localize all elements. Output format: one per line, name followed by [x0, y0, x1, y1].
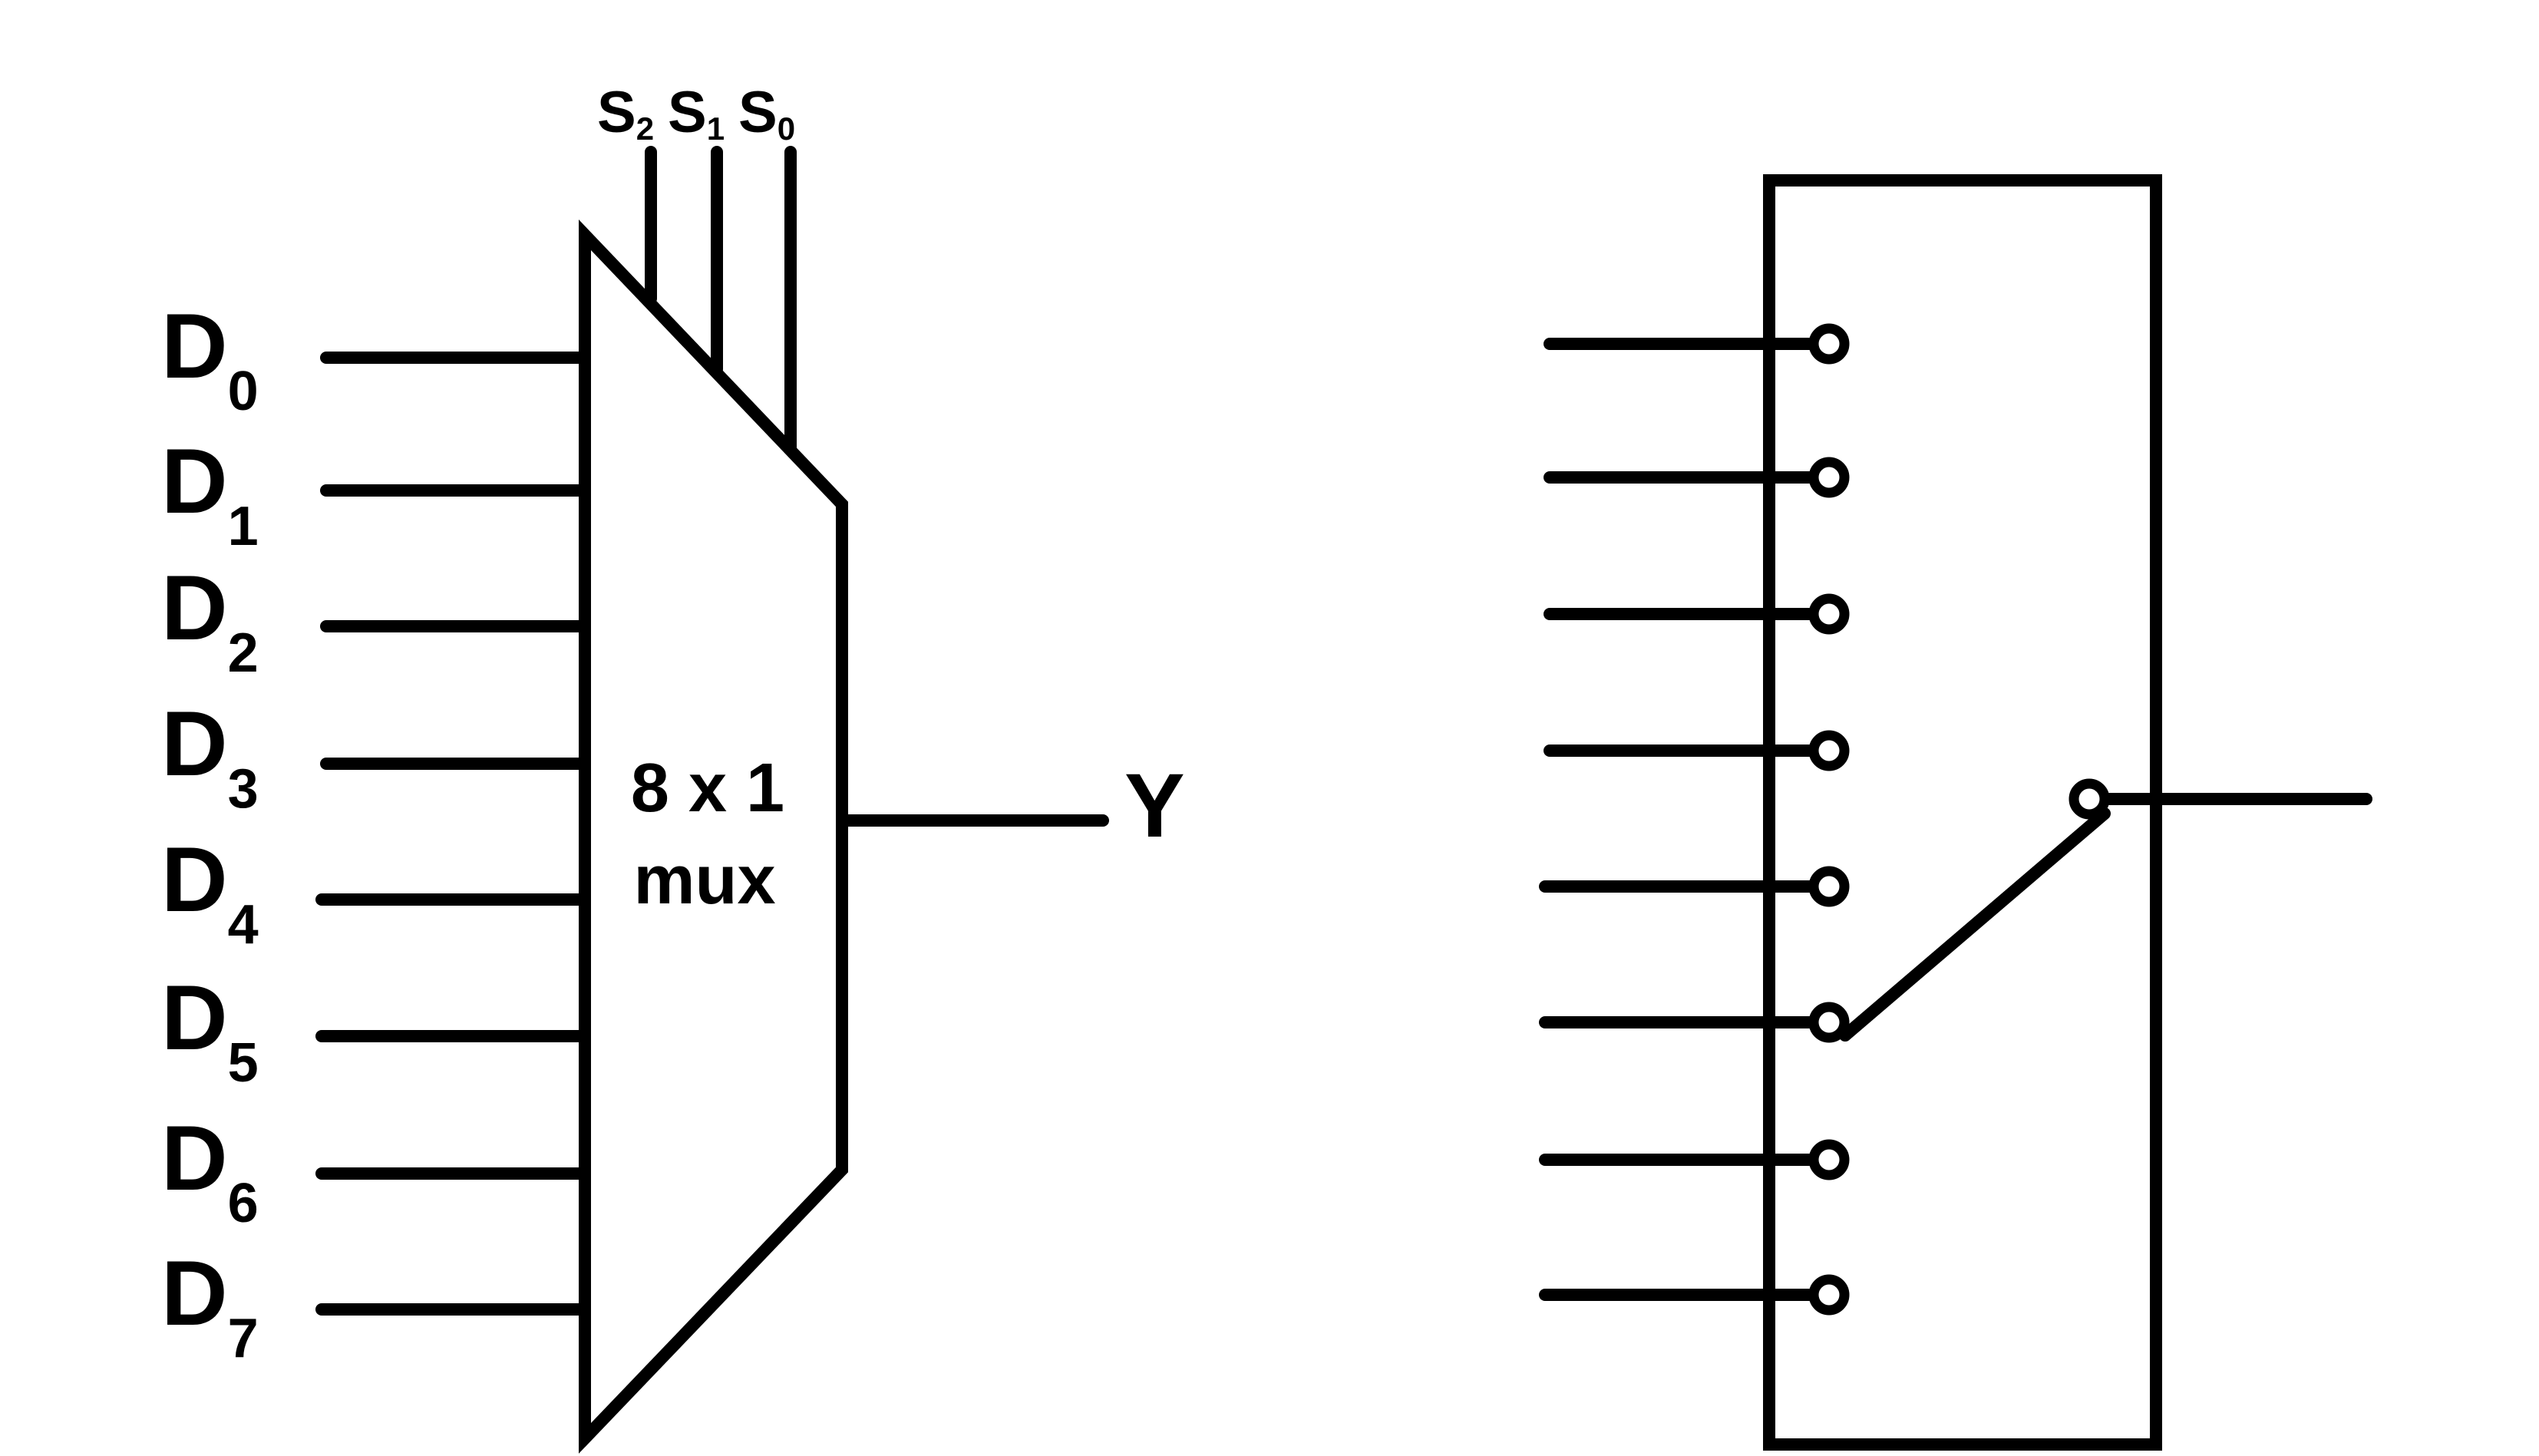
switch-contact-0: [1808, 323, 1850, 365]
switch-contact-3: [1808, 730, 1850, 771]
input-label-d2: D2: [161, 556, 259, 684]
input-label-d3: D3: [161, 692, 259, 820]
input-labels: D0 D1 D2 D3 D4 D5 D6 D7: [161, 295, 259, 1369]
input-lines: [315, 352, 591, 1316]
switch-output-contact: [2069, 778, 2110, 820]
input-label-d6: D6: [161, 1107, 259, 1234]
input-label-d7: D7: [161, 1242, 259, 1369]
mux-symbol: S2 S1 S0 8 x 1 mux Y D0 D1: [161, 80, 1185, 1454]
switch-model: [1539, 174, 2372, 1451]
mux-size-label: 8 x 1: [631, 750, 784, 827]
select-label-s0: S0: [738, 80, 795, 147]
switch-contact-1: [1808, 457, 1850, 498]
input-label-d1: D1: [161, 430, 259, 557]
mux-output-label: Y: [1124, 755, 1185, 857]
switch-arm: [1839, 807, 2111, 1042]
input-label-d0: D0: [161, 295, 259, 422]
switch-input-lines: [1539, 338, 1835, 1301]
mux-body: [579, 220, 848, 1454]
input-label-d4: D4: [161, 828, 259, 956]
switch-box: [1763, 174, 2162, 1451]
select-labels: S2 S1 S0: [597, 80, 795, 147]
switch-contact-7: [1808, 1274, 1850, 1316]
switch-contact-6: [1808, 1139, 1850, 1180]
select-label-s1: S1: [668, 80, 725, 147]
select-label-s2: S2: [597, 80, 654, 147]
switch-contact-5: [1808, 1002, 1850, 1043]
switch-contact-2: [1808, 593, 1850, 635]
mux-type-label: mux: [633, 842, 775, 919]
input-label-d5: D5: [161, 966, 259, 1094]
switch-contacts: [1808, 323, 2110, 1316]
switch-contact-4: [1808, 866, 1850, 907]
